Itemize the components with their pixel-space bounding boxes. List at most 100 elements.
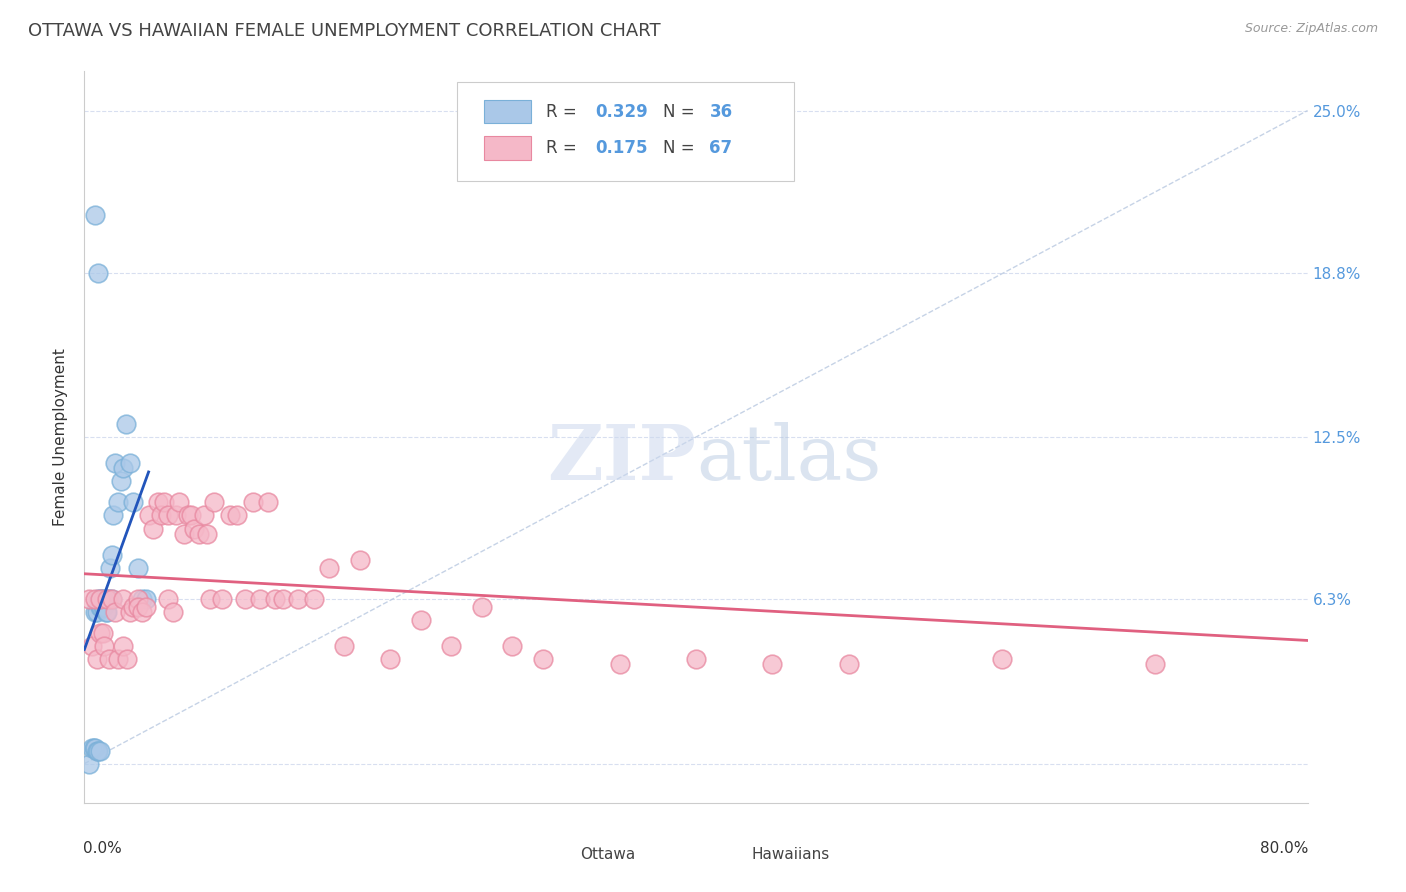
Point bbox=[89, 592, 111, 607]
Point bbox=[103, 508, 125, 523]
Text: OTTAWA VS HAWAIIAN FEMALE UNEMPLOYMENT CORRELATION CHART: OTTAWA VS HAWAIIAN FEMALE UNEMPLOYMENT C… bbox=[28, 22, 661, 40]
Point bbox=[93, 599, 115, 614]
Point bbox=[173, 526, 195, 541]
Point bbox=[98, 560, 121, 574]
Point bbox=[177, 508, 200, 523]
Point bbox=[127, 599, 149, 614]
Point bbox=[87, 743, 110, 757]
Point bbox=[89, 626, 111, 640]
Point bbox=[264, 592, 287, 607]
Point bbox=[86, 743, 108, 757]
Point bbox=[114, 417, 136, 431]
Point bbox=[84, 592, 107, 607]
Point bbox=[202, 495, 225, 509]
Y-axis label: Female Unemployment: Female Unemployment bbox=[53, 348, 69, 526]
Point bbox=[198, 592, 221, 607]
Point bbox=[86, 605, 108, 619]
FancyBboxPatch shape bbox=[457, 82, 794, 181]
Point bbox=[146, 495, 169, 509]
Point bbox=[471, 599, 494, 614]
Point bbox=[138, 508, 160, 523]
Point bbox=[77, 592, 100, 607]
Point bbox=[1143, 657, 1166, 672]
Point bbox=[110, 475, 132, 489]
Point bbox=[167, 495, 190, 509]
Text: Source: ZipAtlas.com: Source: ZipAtlas.com bbox=[1244, 22, 1378, 36]
Point bbox=[87, 266, 110, 280]
Point bbox=[115, 652, 138, 666]
Point bbox=[91, 599, 114, 614]
Point bbox=[531, 103, 554, 118]
Point bbox=[991, 652, 1014, 666]
Point bbox=[242, 495, 264, 509]
Point bbox=[135, 599, 157, 614]
Text: Ottawa: Ottawa bbox=[579, 847, 636, 862]
Point bbox=[502, 639, 524, 653]
Point bbox=[287, 592, 309, 607]
Point bbox=[83, 740, 105, 755]
Point bbox=[188, 526, 211, 541]
Point bbox=[86, 652, 108, 666]
Point bbox=[127, 592, 149, 607]
Point bbox=[122, 599, 145, 614]
Point bbox=[531, 652, 554, 666]
Text: 0.0%: 0.0% bbox=[83, 841, 122, 855]
Point bbox=[93, 592, 115, 607]
Point bbox=[111, 461, 134, 475]
Point bbox=[101, 548, 124, 562]
Point bbox=[111, 639, 134, 653]
Point bbox=[211, 592, 233, 607]
Point bbox=[107, 652, 129, 666]
Text: N =: N = bbox=[664, 103, 700, 120]
Point bbox=[84, 740, 107, 755]
Point bbox=[302, 592, 325, 607]
Point bbox=[80, 639, 103, 653]
Point bbox=[127, 560, 149, 574]
Point bbox=[96, 592, 118, 607]
Point bbox=[333, 639, 356, 653]
Point bbox=[101, 592, 124, 607]
Point bbox=[101, 592, 124, 607]
Text: 0.175: 0.175 bbox=[596, 139, 648, 157]
Point bbox=[90, 592, 112, 607]
Point bbox=[257, 495, 280, 509]
Point bbox=[80, 740, 103, 755]
Point bbox=[96, 592, 118, 607]
Point bbox=[91, 626, 114, 640]
Point bbox=[84, 208, 107, 222]
Point bbox=[97, 652, 120, 666]
Point bbox=[89, 743, 111, 757]
Point bbox=[96, 605, 118, 619]
Point bbox=[104, 456, 127, 470]
Point bbox=[149, 508, 172, 523]
Point bbox=[183, 521, 205, 535]
Point bbox=[94, 605, 117, 619]
Point bbox=[249, 592, 271, 607]
Point bbox=[193, 508, 215, 523]
Point bbox=[218, 508, 240, 523]
Text: 36: 36 bbox=[710, 103, 733, 120]
Point bbox=[838, 657, 860, 672]
Point bbox=[685, 652, 707, 666]
Point bbox=[409, 613, 432, 627]
Point bbox=[122, 495, 145, 509]
Point bbox=[91, 592, 114, 607]
Point bbox=[271, 592, 294, 607]
Point bbox=[318, 560, 340, 574]
Point bbox=[349, 553, 371, 567]
Point bbox=[90, 599, 112, 614]
Text: N =: N = bbox=[664, 139, 700, 157]
Point bbox=[380, 652, 402, 666]
Point bbox=[84, 605, 107, 619]
Point bbox=[89, 592, 111, 607]
Point bbox=[142, 521, 165, 535]
Point bbox=[233, 592, 256, 607]
Point bbox=[120, 605, 142, 619]
Point bbox=[104, 605, 127, 619]
Point bbox=[180, 508, 202, 523]
Point bbox=[165, 508, 187, 523]
FancyBboxPatch shape bbox=[484, 136, 531, 160]
Point bbox=[157, 592, 180, 607]
Point bbox=[87, 592, 110, 607]
Point bbox=[135, 592, 157, 607]
